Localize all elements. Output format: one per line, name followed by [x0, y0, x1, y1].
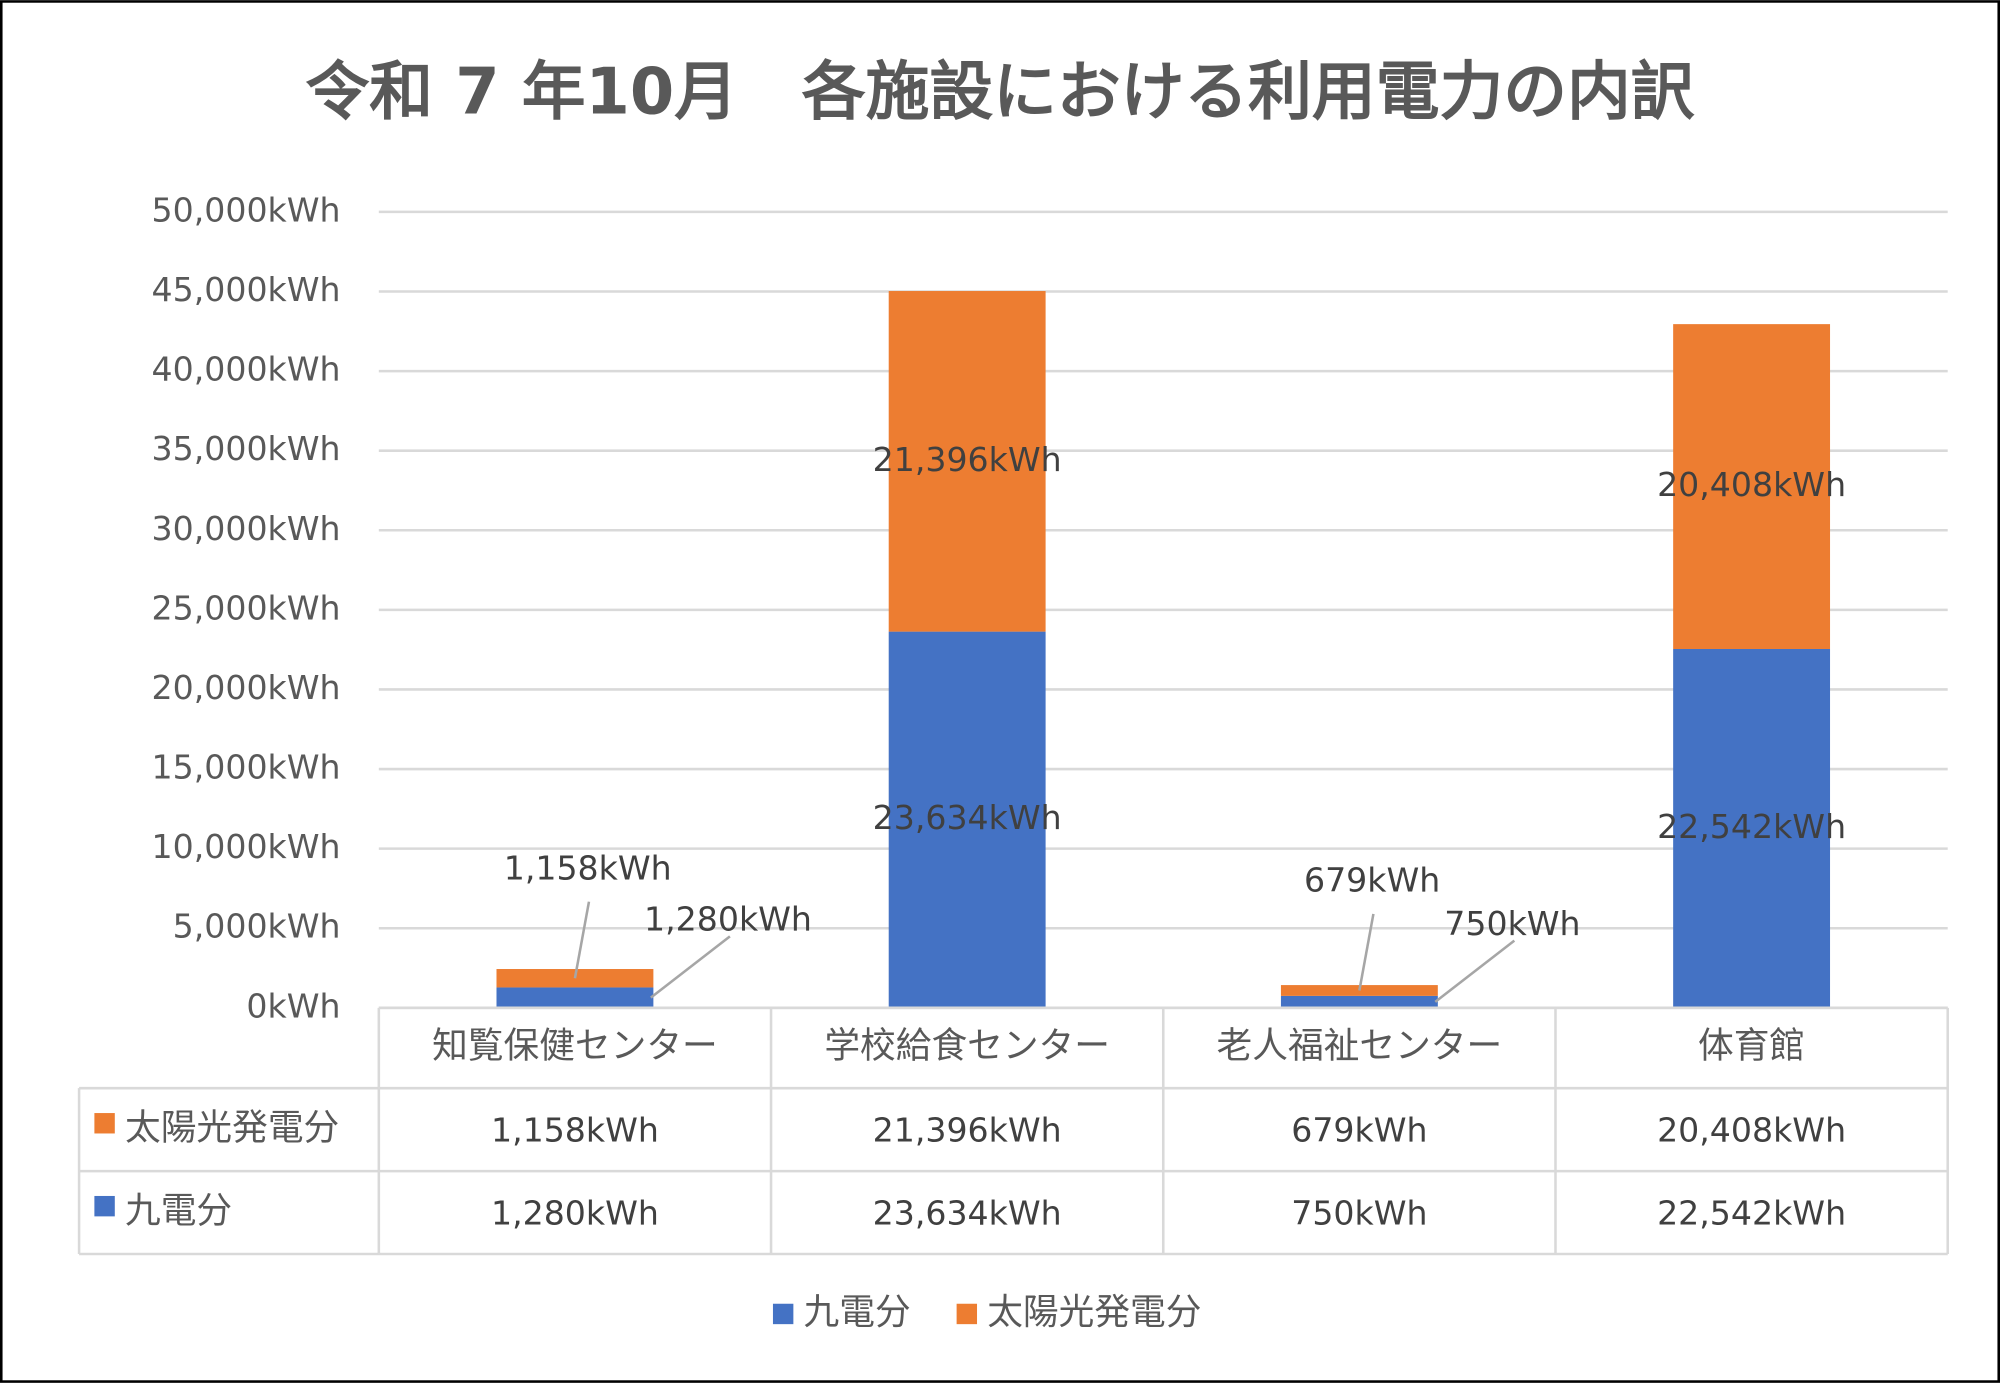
y-tick-label: 25,000kWh: [152, 588, 341, 627]
leader-line: [650, 935, 731, 999]
y-tick-label: 0kWh: [246, 986, 340, 1025]
data-label: 679kWh: [1304, 861, 1440, 900]
table-cell: 1,158kWh: [491, 1111, 659, 1150]
legend-swatch: [94, 1195, 115, 1217]
table-cell: 679kWh: [1291, 1111, 1427, 1150]
y-tick-label: 40,000kWh: [152, 350, 341, 389]
table-cell: 23,634kWh: [873, 1194, 1062, 1233]
legend-label: 太陽光発電分: [987, 1292, 1201, 1333]
data-label: 21,396kWh: [873, 440, 1062, 479]
x-tick-label: 学校給食センター: [824, 1025, 1110, 1066]
bar-segment: [496, 987, 654, 1008]
leader-line: [1434, 939, 1516, 1003]
y-tick-label: 10,000kWh: [152, 827, 341, 866]
table-cell: 22,542kWh: [1657, 1194, 1846, 1233]
data-label: 22,542kWh: [1657, 807, 1846, 846]
data-label: 750kWh: [1444, 904, 1580, 943]
y-tick-label: 5,000kWh: [173, 907, 341, 946]
table-cell: 20,408kWh: [1657, 1111, 1846, 1150]
bar-segment: [888, 631, 1046, 1008]
table-row-header: 太陽光発電分: [125, 1108, 339, 1149]
table-cell: 21,396kWh: [873, 1111, 1062, 1150]
data-label: 23,634kWh: [873, 798, 1062, 837]
bar-segment: [1280, 995, 1438, 1008]
bar-segment: [1673, 648, 1831, 1008]
data-label: 1,280kWh: [644, 900, 812, 939]
bar-segment: [888, 291, 1046, 632]
leader-line: [573, 901, 591, 979]
table-cell: 1,280kWh: [491, 1194, 659, 1233]
y-tick-label: 50,000kWh: [152, 190, 341, 229]
legend-swatch: [94, 1113, 115, 1134]
x-tick-label: 老人福祉センター: [1217, 1025, 1503, 1066]
y-tick-label: 20,000kWh: [152, 668, 341, 707]
bar-segment: [1673, 324, 1831, 649]
table-row-header: 九電分: [125, 1191, 232, 1232]
legend-label: 九電分: [804, 1292, 911, 1333]
data-label: 20,408kWh: [1657, 465, 1846, 504]
leader-line: [1358, 913, 1375, 991]
x-tick-label: 体育館: [1698, 1025, 1805, 1066]
y-tick-label: 15,000kWh: [152, 748, 341, 787]
table-cell: 750kWh: [1291, 1194, 1427, 1233]
y-tick-label: 30,000kWh: [152, 509, 341, 548]
legend-swatch: [956, 1303, 978, 1325]
y-tick-label: 35,000kWh: [152, 429, 341, 468]
chart-title: 令和 7 年10月 各施設における利用電力の内訳: [305, 55, 1694, 129]
data-label: 1,158kWh: [504, 848, 672, 887]
x-tick-label: 知覧保健センター: [432, 1025, 718, 1066]
legend-swatch: [772, 1303, 794, 1325]
y-tick-label: 45,000kWh: [152, 270, 341, 309]
